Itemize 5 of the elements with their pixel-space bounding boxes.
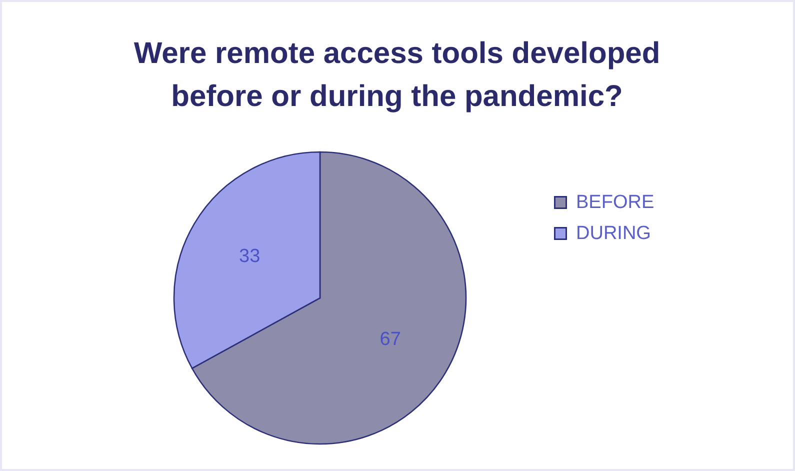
chart-title: Were remote access tools developed before or during the pandemic? [132, 36, 662, 115]
legend-label: BEFORE [576, 191, 654, 215]
legend-label: DURING [576, 222, 651, 246]
data-label: 67 [380, 329, 401, 350]
data-label: 33 [239, 246, 260, 267]
